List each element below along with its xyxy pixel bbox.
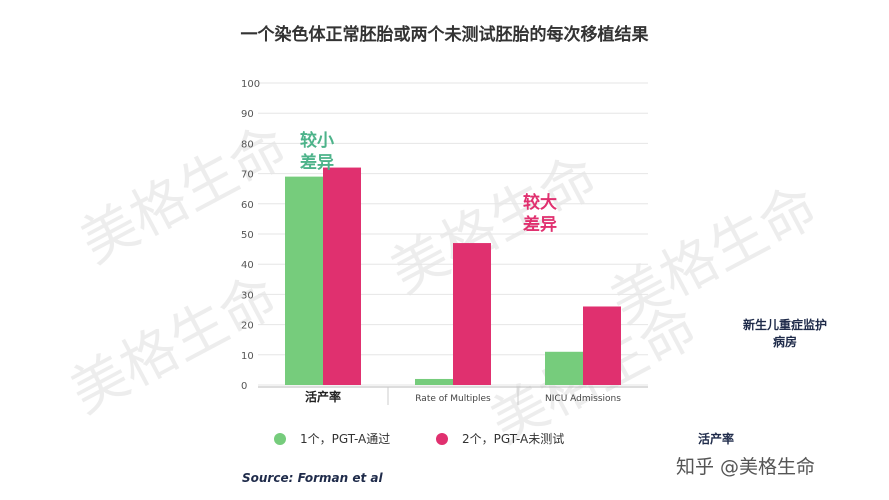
annotation-large-line2: 差异 bbox=[523, 215, 557, 235]
y-tick-label: 60 bbox=[241, 200, 254, 211]
legend-swatch-series2 bbox=[436, 432, 448, 445]
annotation-large-line1: 较大 bbox=[523, 193, 557, 213]
y-tick-label: 80 bbox=[241, 139, 254, 150]
y-tick-label: 100 bbox=[241, 79, 260, 90]
annotation-large-difference: 较大 差异 bbox=[523, 192, 557, 236]
legend-item-series1: 1个，PGT-A通过 bbox=[274, 430, 390, 447]
legend-label-series2: 2个，PGT-A未测试 bbox=[462, 432, 565, 446]
y-tick-label: 30 bbox=[241, 290, 254, 301]
source-note: Source: Forman et al bbox=[242, 471, 383, 485]
bar-1 bbox=[545, 351, 583, 385]
x-tick-label: 活产率 bbox=[305, 389, 341, 404]
bar-2 bbox=[583, 306, 621, 385]
annotation-small-line1: 较小 bbox=[300, 131, 334, 151]
y-tick-label: 90 bbox=[241, 109, 254, 120]
annotation-small-line2: 差异 bbox=[300, 153, 334, 173]
y-tick-label: 20 bbox=[241, 321, 254, 332]
y-tick-label: 70 bbox=[241, 170, 254, 181]
bar-1 bbox=[285, 176, 323, 385]
y-tick-label: 0 bbox=[241, 381, 247, 392]
legend-swatch-series1 bbox=[274, 432, 286, 445]
x-tick-label: Rate of Multiples bbox=[415, 394, 491, 404]
side-note: 新生儿重症监护病房 bbox=[742, 318, 827, 349]
bar-2 bbox=[453, 243, 491, 385]
legend-item-series2: 2个，PGT-A未测试 bbox=[436, 430, 564, 447]
bar-2 bbox=[323, 167, 361, 385]
y-tick-label: 40 bbox=[241, 260, 254, 271]
legend-label-series1: 1个，PGT-A通过 bbox=[300, 432, 391, 446]
x-tick-label: NICU Admissions bbox=[545, 394, 621, 404]
credit-watermark: 知乎 @美格生命 bbox=[676, 456, 816, 478]
annotation-small-difference: 较小 差异 bbox=[300, 130, 334, 174]
chart-title: 一个染色体正常胚胎或两个未测试胚胎的每次移植结果 bbox=[240, 25, 649, 45]
side-note-2: 活产率 bbox=[698, 432, 735, 446]
y-tick-label: 10 bbox=[241, 351, 254, 362]
bar-1 bbox=[415, 378, 453, 385]
y-tick-label: 50 bbox=[241, 230, 254, 241]
